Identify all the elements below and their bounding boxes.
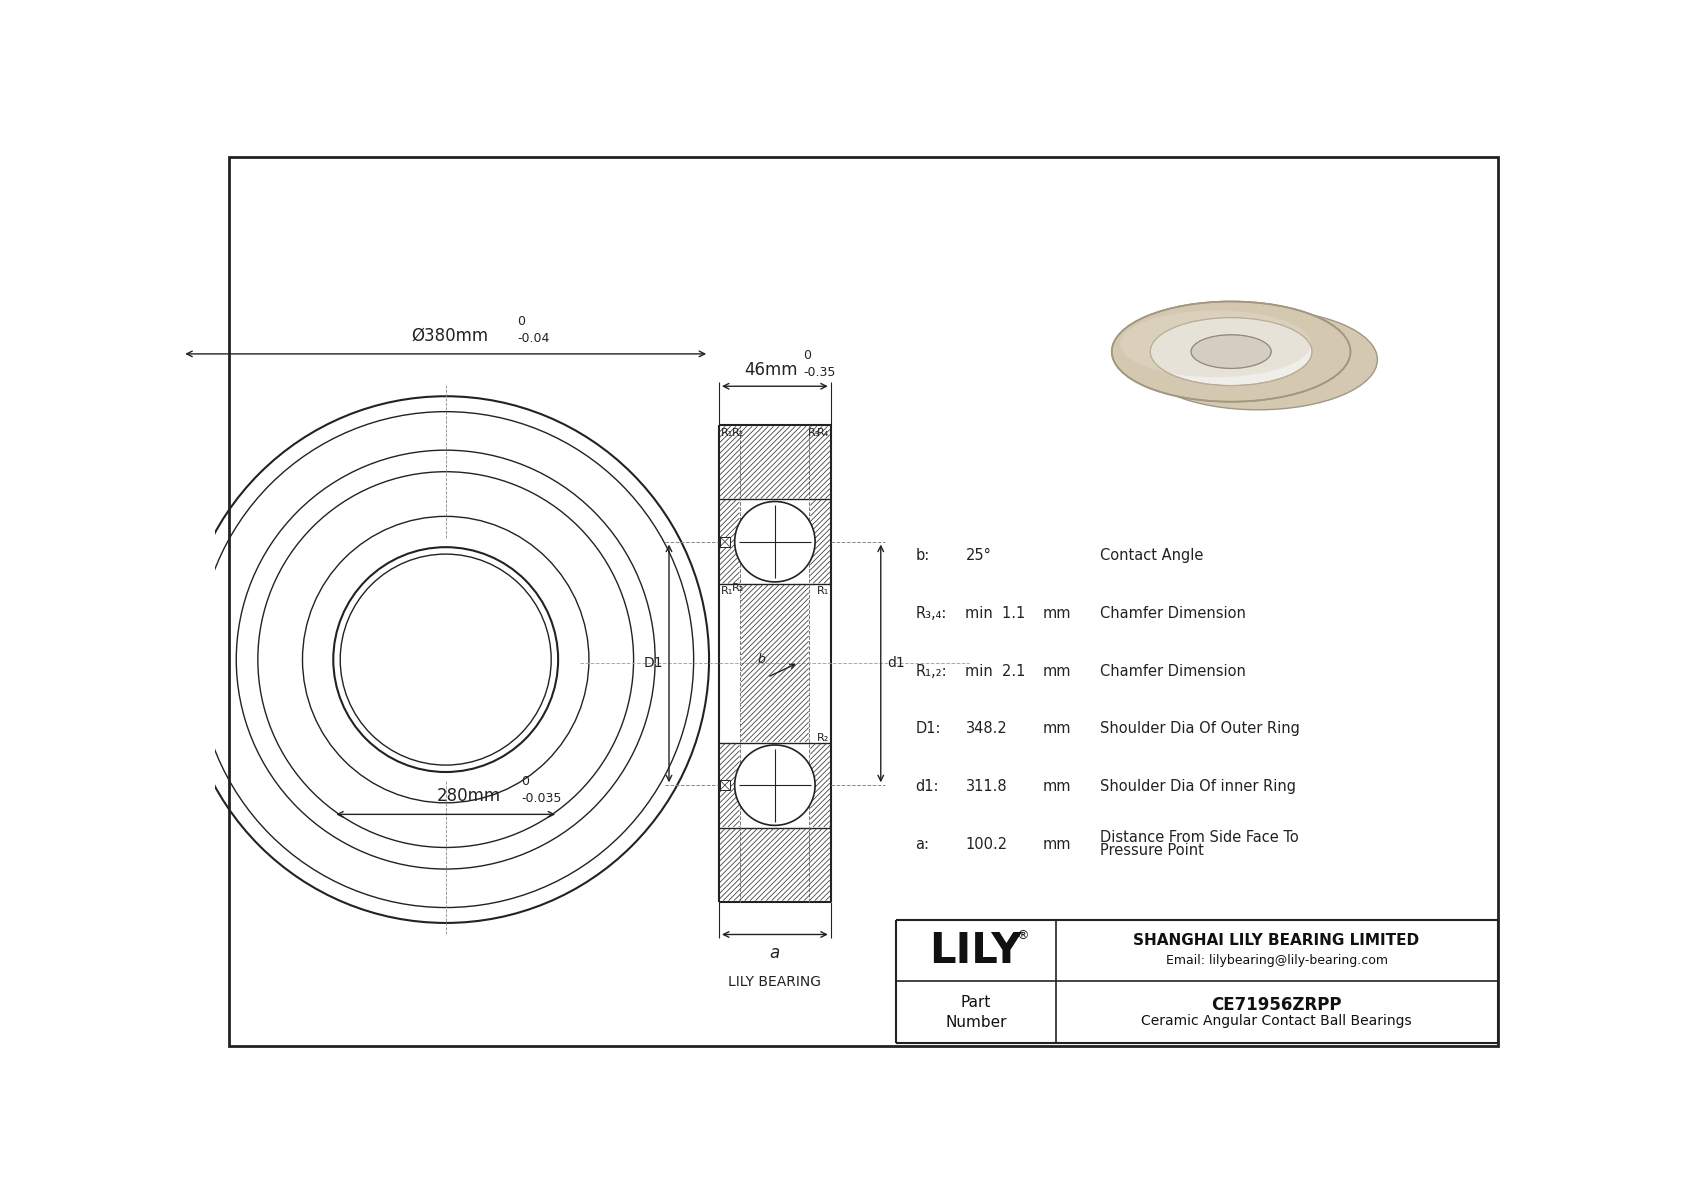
Text: R₂: R₂ [731, 582, 744, 593]
Text: -0.035: -0.035 [520, 792, 561, 805]
Circle shape [734, 746, 815, 825]
Text: Distance From Side Face To: Distance From Side Face To [1100, 830, 1298, 846]
Ellipse shape [1138, 310, 1378, 410]
Text: 280mm: 280mm [436, 787, 500, 805]
Text: -0.35: -0.35 [803, 366, 835, 379]
Text: Part
Number: Part Number [945, 994, 1007, 1030]
Ellipse shape [1191, 335, 1271, 368]
Text: 348.2: 348.2 [965, 722, 1007, 736]
Text: mm: mm [1042, 779, 1071, 794]
Text: min  2.1: min 2.1 [965, 663, 1026, 679]
Bar [719, 537, 729, 547]
Ellipse shape [1111, 301, 1351, 401]
Ellipse shape [1120, 311, 1312, 378]
Text: mm: mm [1042, 837, 1071, 852]
Text: LILY BEARING: LILY BEARING [729, 974, 822, 989]
Text: Contact Angle: Contact Angle [1100, 548, 1204, 563]
Text: Shoulder Dia Of inner Ring: Shoulder Dia Of inner Ring [1100, 779, 1297, 794]
Text: 25°: 25° [965, 548, 992, 563]
Text: 46mm: 46mm [744, 361, 798, 379]
Text: d1: d1 [887, 656, 904, 671]
Text: Email: lilybearing@lily-bearing.com: Email: lilybearing@lily-bearing.com [1165, 954, 1388, 967]
Text: R₁,₂:: R₁,₂: [916, 663, 946, 679]
Text: R₃: R₃ [808, 428, 820, 438]
Text: 100.2: 100.2 [965, 837, 1007, 852]
Circle shape [734, 501, 815, 582]
Text: mm: mm [1042, 663, 1071, 679]
Text: 0: 0 [803, 349, 812, 362]
Text: mm: mm [1042, 722, 1071, 736]
Text: Ø380mm: Ø380mm [411, 326, 488, 344]
Text: R₃,₄:: R₃,₄: [916, 606, 946, 621]
Text: D1:: D1: [916, 722, 941, 736]
Text: b:: b: [916, 548, 930, 563]
Text: R₁: R₁ [721, 428, 733, 438]
Text: b: b [758, 653, 766, 666]
Text: R₄: R₄ [817, 428, 829, 438]
Bar [719, 780, 729, 790]
Text: R₁: R₁ [721, 586, 733, 596]
Text: a: a [770, 943, 780, 961]
Text: CE71956ZRPP: CE71956ZRPP [1211, 996, 1342, 1014]
Ellipse shape [1150, 318, 1312, 386]
Text: R₂: R₂ [731, 428, 744, 438]
Text: 0: 0 [517, 314, 525, 328]
Text: Pressure Point: Pressure Point [1100, 843, 1204, 859]
Text: R₂: R₂ [817, 734, 829, 743]
Text: Shoulder Dia Of Outer Ring: Shoulder Dia Of Outer Ring [1100, 722, 1300, 736]
Text: mm: mm [1042, 606, 1071, 621]
Text: -0.04: -0.04 [517, 331, 549, 344]
Text: Chamfer Dimension: Chamfer Dimension [1100, 606, 1246, 621]
Text: R₁: R₁ [817, 586, 829, 596]
Text: 311.8: 311.8 [965, 779, 1007, 794]
Text: D1: D1 [643, 656, 663, 671]
Text: min  1.1: min 1.1 [965, 606, 1026, 621]
Text: Ceramic Angular Contact Ball Bearings: Ceramic Angular Contact Ball Bearings [1142, 1015, 1411, 1029]
Text: 0: 0 [520, 775, 529, 788]
Text: a:: a: [916, 837, 930, 852]
Ellipse shape [1218, 343, 1298, 376]
Text: d1:: d1: [916, 779, 940, 794]
Text: ®: ® [1015, 929, 1029, 942]
Text: Chamfer Dimension: Chamfer Dimension [1100, 663, 1246, 679]
Text: SHANGHAI LILY BEARING LIMITED: SHANGHAI LILY BEARING LIMITED [1133, 933, 1420, 948]
Text: LILY: LILY [930, 930, 1022, 972]
